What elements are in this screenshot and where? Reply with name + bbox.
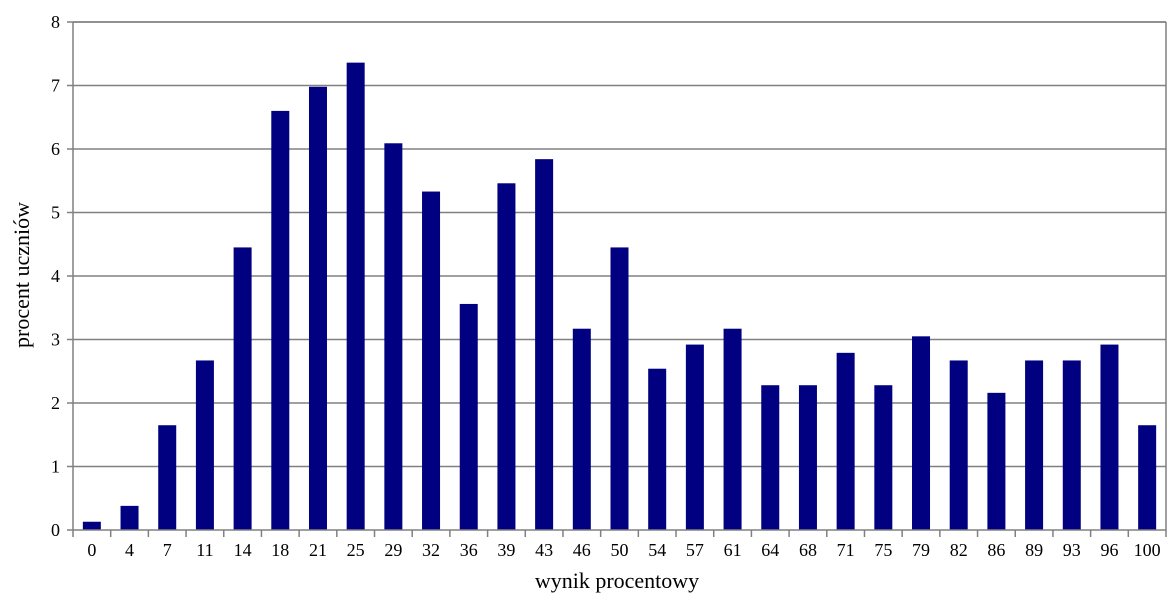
bar <box>346 62 365 530</box>
bar <box>422 191 441 531</box>
x-tick-label: 61 <box>724 540 742 560</box>
x-tick-label: 71 <box>837 540 855 560</box>
x-tick-label: 0 <box>87 540 96 560</box>
x-tick-label: 18 <box>271 540 289 560</box>
bar <box>459 303 478 530</box>
x-tick-label: 82 <box>950 540 968 560</box>
x-tick-label: 29 <box>384 540 402 560</box>
y-tick-label: 2 <box>51 393 60 413</box>
x-tick-label: 68 <box>799 540 817 560</box>
x-tick-label: 86 <box>987 540 1005 560</box>
x-tick-label: 25 <box>347 540 365 560</box>
x-tick-label: 89 <box>1025 540 1043 560</box>
y-tick-labels: 0 1 2 3 4 5 6 7 8 <box>51 12 60 540</box>
x-tick-label: 7 <box>163 540 172 560</box>
bar <box>912 336 931 530</box>
bar <box>987 392 1006 530</box>
y-tick-label: 1 <box>51 457 60 477</box>
x-tick-label: 54 <box>648 540 666 560</box>
bar <box>1138 425 1157 530</box>
bar <box>685 344 704 530</box>
bar <box>497 183 516 531</box>
bar <box>308 86 327 531</box>
x-tick-label: 93 <box>1063 540 1081 560</box>
x-tick-label: 4 <box>125 540 134 560</box>
bar <box>195 360 214 530</box>
bar <box>1100 344 1119 530</box>
x-tick-label: 64 <box>761 540 779 560</box>
bar <box>271 110 290 531</box>
y-tick-label: 5 <box>51 203 60 223</box>
bar <box>798 385 817 530</box>
axes <box>67 21 1167 537</box>
y-tick-label: 8 <box>51 12 60 32</box>
y-tick-label: 7 <box>51 76 60 96</box>
x-tick-label: 50 <box>611 540 629 560</box>
bar <box>648 368 667 530</box>
bar <box>1025 360 1044 530</box>
bars <box>82 62 1157 531</box>
bar <box>836 352 855 530</box>
bar <box>384 143 403 530</box>
x-tick-label: 46 <box>573 540 591 560</box>
y-tick-label: 4 <box>51 266 60 286</box>
y-axis-title: procent uczniów <box>9 202 34 348</box>
x-tick-label: 36 <box>460 540 478 560</box>
bar <box>572 328 591 530</box>
x-tick-label: 79 <box>912 540 930 560</box>
bar <box>233 247 252 531</box>
bar <box>82 521 101 530</box>
x-tick-label: 14 <box>234 540 252 560</box>
x-tick-label: 75 <box>874 540 892 560</box>
bar <box>158 425 177 530</box>
y-tick-label: 0 <box>51 520 60 540</box>
bar <box>1062 360 1081 530</box>
y-tick-label: 6 <box>51 139 60 159</box>
bar <box>874 385 893 530</box>
x-axis-title: wynik procentowy <box>535 568 699 593</box>
x-tick-label: 11 <box>196 540 213 560</box>
x-tick-label: 43 <box>535 540 553 560</box>
x-tick-label: 39 <box>497 540 515 560</box>
bar <box>535 159 554 530</box>
x-tick-label: 32 <box>422 540 440 560</box>
bar <box>949 360 968 530</box>
bar <box>120 505 139 530</box>
x-tick-label: 21 <box>309 540 327 560</box>
bar <box>610 247 629 531</box>
bar <box>761 385 780 530</box>
bar <box>723 328 742 530</box>
x-tick-labels: 0 4 7 11 14 18 21 25 29 32 36 39 43 46 50 54 57 61 64 68 71 7… <box>87 540 1160 560</box>
y-tick-label: 3 <box>51 330 60 350</box>
x-tick-label: 100 <box>1134 540 1161 560</box>
x-tick-label: 96 <box>1100 540 1118 560</box>
x-tick-label: 57 <box>686 540 704 560</box>
